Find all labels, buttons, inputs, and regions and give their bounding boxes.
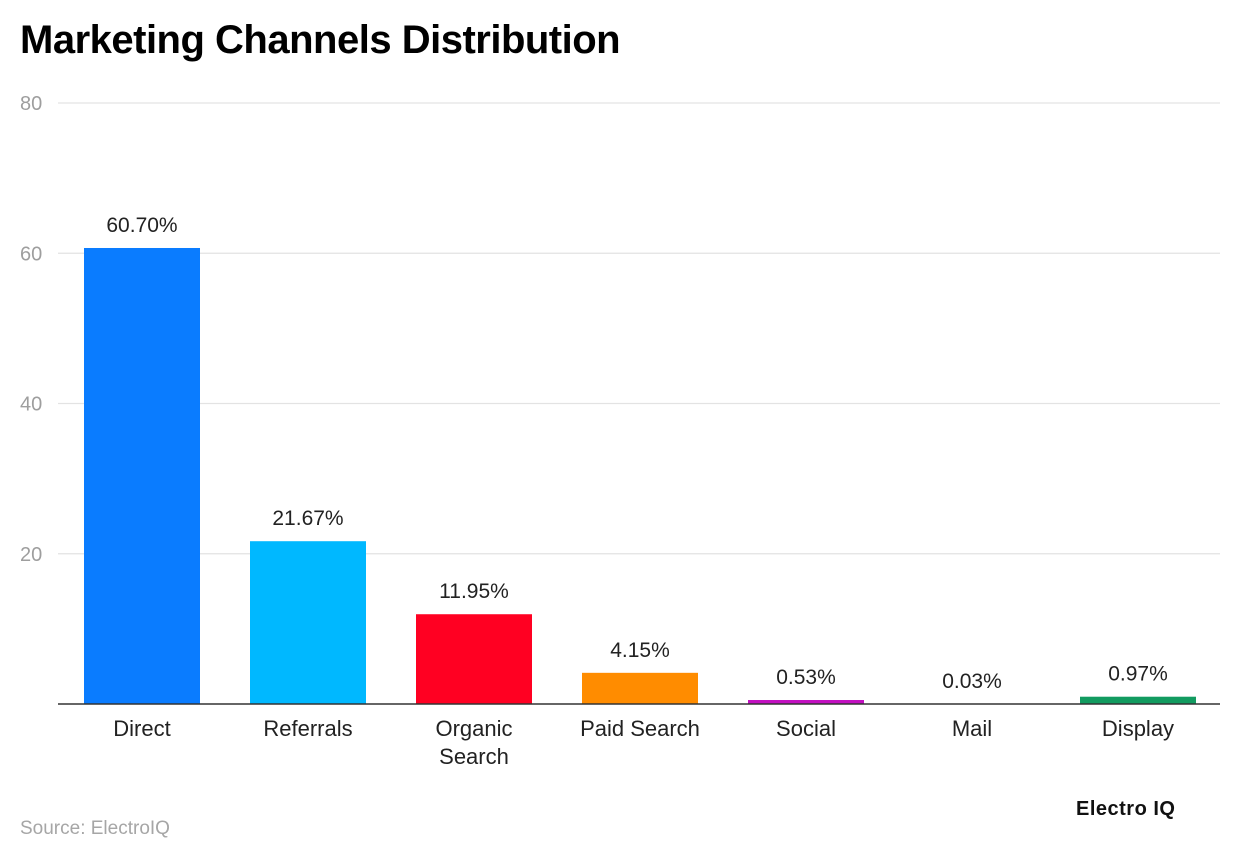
data-label: 0.03% — [942, 670, 1002, 693]
category-label: Organic — [435, 716, 512, 741]
category-label: Display — [1102, 716, 1174, 741]
bar — [250, 541, 366, 704]
gridlines — [58, 102, 1220, 555]
source-note: Source: ElectroIQ — [20, 818, 170, 839]
brand-logo: Electro IQ — [1076, 798, 1176, 820]
category-label: Social — [776, 716, 836, 741]
category-label: Referrals — [263, 716, 352, 741]
category-label: Search — [439, 744, 509, 769]
chart-title: Marketing Channels Distribution — [20, 18, 621, 62]
category-label: Direct — [113, 716, 170, 741]
bars — [84, 247, 1196, 704]
bar-chart: 20 40 60 80 60.70% 21.67% 11.95% 4.15% 0.53% 0.0… — [20, 93, 1220, 769]
bar — [1080, 696, 1196, 704]
y-tick-label: 60 — [20, 243, 42, 265]
data-label: 0.97% — [1108, 663, 1168, 686]
y-tick-label: 20 — [20, 544, 42, 566]
bar — [748, 700, 864, 704]
bar — [416, 614, 532, 704]
data-label: 0.53% — [776, 666, 836, 689]
data-label: 11.95% — [439, 580, 509, 603]
data-label: 60.70% — [106, 214, 177, 237]
y-tick-label: 40 — [20, 394, 42, 416]
y-axis-ticks: 20 40 60 80 — [20, 93, 42, 566]
data-label: 4.15% — [610, 639, 670, 662]
category-label: Mail — [952, 716, 992, 741]
bar — [582, 672, 698, 704]
x-axis-labels: Direct Referrals Organic Search Paid Search S… — [113, 716, 1174, 769]
data-labels: 60.70% 21.67% 11.95% 4.15% 0.53% 0.03% 0.97% — [106, 214, 1167, 693]
data-label: 21.67% — [272, 507, 343, 530]
bar — [84, 247, 200, 704]
y-tick-label: 80 — [20, 93, 42, 115]
category-label: Paid Search — [580, 716, 700, 741]
